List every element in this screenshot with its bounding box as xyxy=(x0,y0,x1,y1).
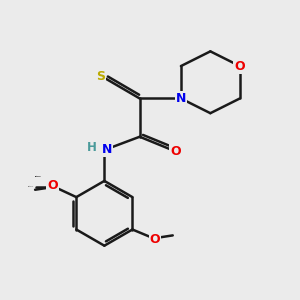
Text: N: N xyxy=(102,143,112,157)
Text: methoxy: methoxy xyxy=(28,186,34,187)
Text: O: O xyxy=(47,179,58,192)
Text: O: O xyxy=(235,60,245,73)
Text: H: H xyxy=(87,141,97,154)
Text: O: O xyxy=(150,233,160,246)
Text: N: N xyxy=(176,92,186,105)
Text: O: O xyxy=(47,179,58,192)
Text: O: O xyxy=(170,145,181,158)
Text: methoxy: methoxy xyxy=(35,176,41,177)
Text: S: S xyxy=(96,70,105,83)
